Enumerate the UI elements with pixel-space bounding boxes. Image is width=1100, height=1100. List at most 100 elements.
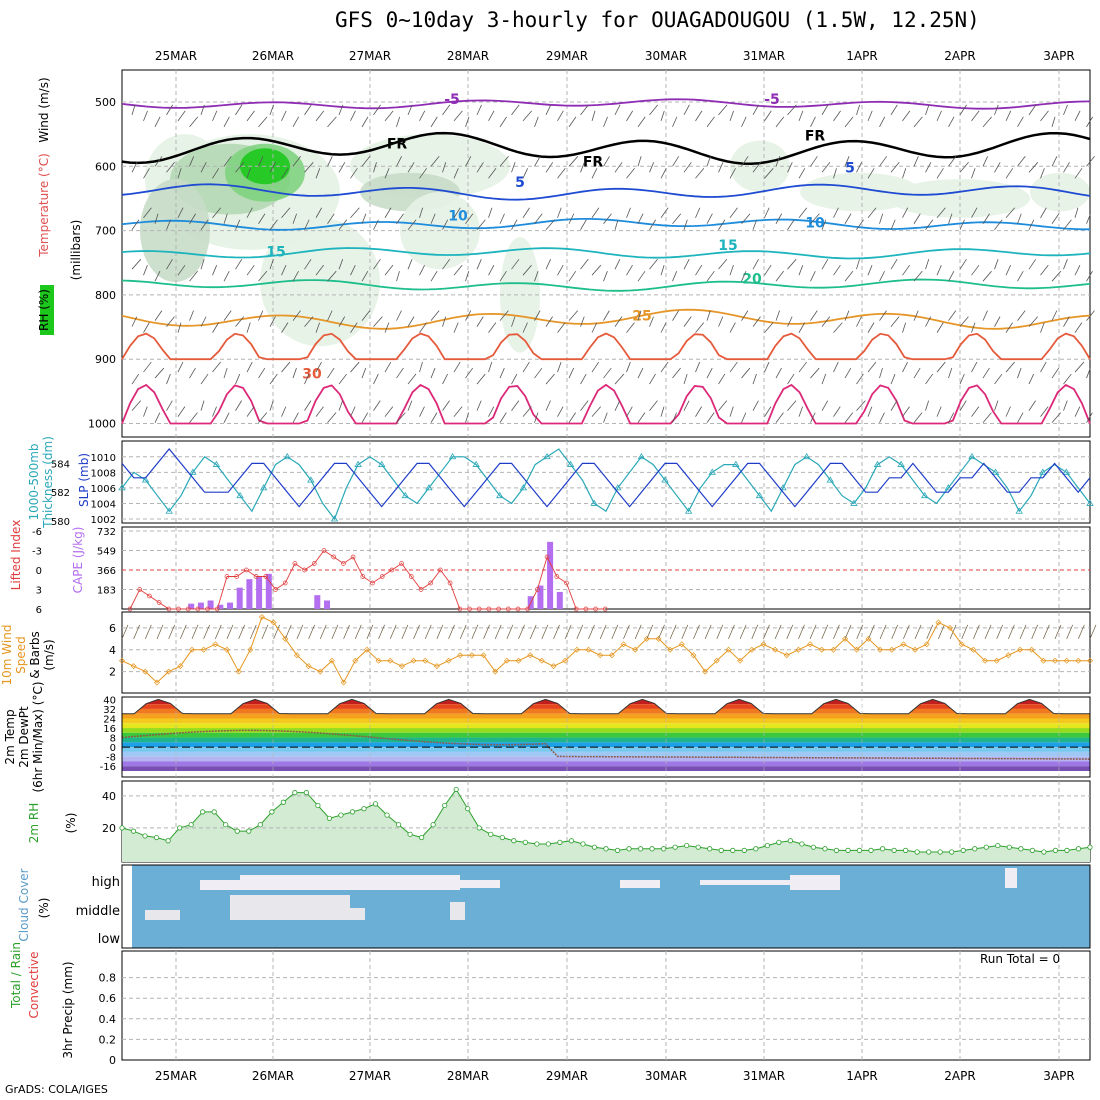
surface-wind-barb: [576, 624, 584, 639]
wind-barb: [844, 116, 854, 128]
cape-bar: [314, 595, 321, 609]
wind-barb: [488, 361, 493, 373]
wind-barb: [764, 110, 772, 122]
lifted-index-point: [389, 567, 395, 573]
wind-barb: [591, 110, 596, 121]
rh-shading: [500, 237, 540, 353]
rh-point: [326, 815, 333, 821]
wind-barb: [430, 156, 440, 167]
lifted-index-point: [350, 554, 356, 560]
wind-barb: [1040, 361, 1047, 373]
lifted-index-line: [129, 549, 606, 610]
bottom-date-label: 27MAR: [349, 1069, 391, 1083]
wind-barb: [522, 207, 530, 218]
lifted-index-point: [282, 580, 288, 586]
surface-wind-barb: [786, 624, 794, 639]
bottom-date-label: 29MAR: [546, 1069, 588, 1083]
wind-barb: [706, 116, 715, 128]
wind-barb: [315, 110, 325, 122]
wind-barb: [844, 213, 852, 224]
slp-tick-label: 1010: [91, 453, 116, 464]
wind-barb: [879, 270, 885, 282]
wind-barb: [258, 116, 268, 128]
wind-barb: [925, 219, 934, 230]
wind-barb: [833, 322, 843, 333]
wind-speed-point: [212, 641, 219, 648]
wind-barb: [338, 104, 344, 116]
rh-point: [465, 806, 471, 812]
wind-barb: [798, 265, 804, 276]
wind-barb: [1051, 367, 1060, 379]
wind-barb: [695, 207, 701, 218]
rh-point: [211, 809, 217, 815]
rh-point: [188, 822, 194, 828]
bottom-date-label: 3APR: [1043, 1069, 1074, 1083]
temperature-band: [122, 737, 1090, 743]
isotherm-line: [121, 131, 1091, 165]
rh-point: [257, 822, 263, 828]
wind-barb: [154, 412, 161, 423]
wind-barb: [545, 373, 555, 385]
wind-barb: [235, 400, 242, 411]
wind-barb: [568, 213, 575, 224]
wind-barb: [177, 264, 186, 276]
wind-barb: [1086, 412, 1093, 423]
top-date-label: 26MAR: [252, 49, 294, 63]
wind-speed-point: [527, 652, 534, 659]
wind-barb: [154, 213, 159, 224]
wind-speed-point: [119, 657, 125, 664]
wind-barb: [603, 271, 608, 282]
axis-label-text: 1000-500mb: [27, 443, 41, 520]
rh-point: [303, 790, 309, 796]
surface-wind-barb: [436, 624, 444, 639]
surface-wind-barb: [343, 624, 350, 639]
lifted-index-point: [321, 548, 327, 553]
surface-wind-barb: [296, 624, 304, 639]
pressure-tick-label: 600: [95, 160, 116, 173]
wind-barb: [1028, 162, 1039, 173]
wind-barb: [1040, 207, 1047, 218]
surface-wind-barb: [133, 624, 140, 639]
wind-barb: [442, 316, 447, 327]
wind-speed-point: [340, 679, 347, 686]
cape-tick-label: 183: [97, 586, 116, 597]
isotherm-label: FR: [583, 154, 604, 170]
slp-point: [637, 453, 646, 460]
wind-barb: [626, 322, 635, 333]
wind-barb: [591, 207, 600, 218]
wind-barb: [1063, 400, 1068, 411]
wind-barb: [867, 361, 877, 373]
wind-barb: [637, 116, 646, 128]
wind-barb: [269, 104, 274, 115]
wind-barb: [568, 270, 577, 282]
temperature-band: [122, 751, 1090, 757]
cloud-clear-gap: [240, 875, 350, 890]
rh-point: [983, 844, 989, 850]
wind-barb: [453, 406, 463, 417]
wind-barb: [591, 322, 598, 333]
wind-barb: [235, 258, 243, 270]
wind-barb: [189, 116, 199, 128]
wind-barb: [1017, 367, 1022, 379]
rh-point: [545, 841, 551, 847]
wind-barb: [396, 310, 402, 321]
rh-point: [499, 834, 505, 841]
wind-barb: [407, 316, 415, 327]
wind-barb: [706, 270, 715, 282]
wind-barb: [200, 400, 205, 411]
surface-wind-barb: [774, 624, 782, 639]
precip-axis-label: 3hr Precip (mm): [61, 961, 75, 1058]
wind-barb: [534, 116, 539, 128]
wind-barb: [764, 168, 774, 179]
wind-barb: [890, 316, 900, 327]
wind-barb: [373, 219, 379, 230]
lifted-index-point: [244, 567, 249, 573]
cape-tick-label: 549: [97, 547, 116, 558]
wind-barb: [511, 258, 520, 270]
slp-tick-label: 1006: [91, 484, 116, 495]
wind-barb: [741, 156, 749, 167]
surface-wind-barb: [1031, 624, 1039, 639]
wind-barb: [384, 168, 390, 179]
wind-barb: [131, 400, 142, 411]
